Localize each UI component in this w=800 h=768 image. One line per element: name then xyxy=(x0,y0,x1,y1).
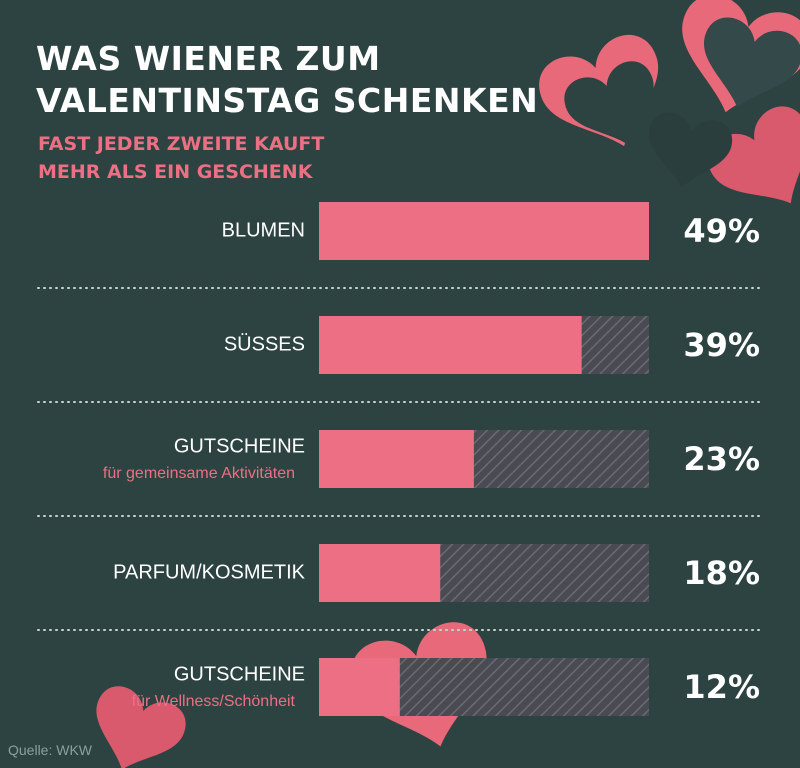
bar xyxy=(319,316,582,374)
category-label: PARFUM/KOSMETIK xyxy=(113,561,306,583)
value-label: 12% xyxy=(683,668,760,706)
category-label: BLUMEN xyxy=(222,219,305,241)
chart-title: WAS WIENER ZUM VALENTINSTAG SCHENKEN xyxy=(36,39,539,120)
category-label: GUTSCHEINE xyxy=(174,663,305,685)
chart-subtitle: FAST JEDER ZWEITE KAUFT MEHR ALS EIN GES… xyxy=(38,133,325,183)
value-label: 49% xyxy=(683,212,760,250)
source: Quelle: WKW xyxy=(8,742,93,758)
category-note: für Wellness/Schönheit xyxy=(132,693,296,710)
category-label: GUTSCHEINE xyxy=(174,435,305,457)
bar xyxy=(319,430,474,488)
value-label: 39% xyxy=(683,326,760,364)
category-note: für gemeinsame Aktivitäten xyxy=(103,465,295,482)
bar xyxy=(319,658,400,716)
bar xyxy=(319,202,649,260)
value-label: 23% xyxy=(683,440,760,478)
value-label: 18% xyxy=(683,554,760,592)
bar xyxy=(319,544,441,602)
category-label: SÜSSES xyxy=(224,333,305,355)
